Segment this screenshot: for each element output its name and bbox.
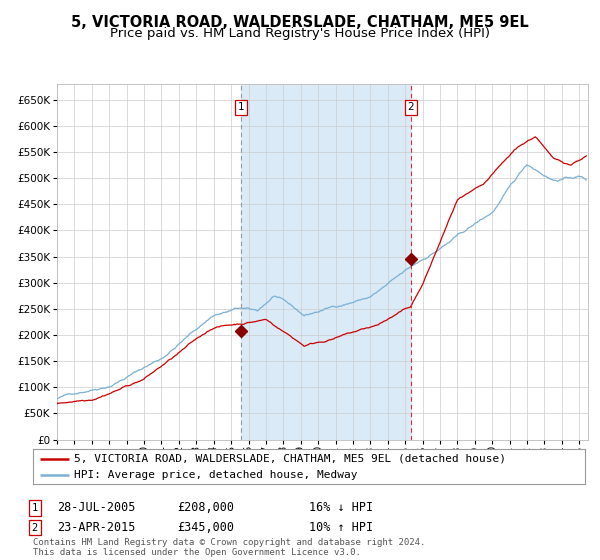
Text: 5, VICTORIA ROAD, WALDERSLADE, CHATHAM, ME5 9EL: 5, VICTORIA ROAD, WALDERSLADE, CHATHAM, … [71, 15, 529, 30]
Text: 1: 1 [238, 102, 244, 112]
Text: 2: 2 [407, 102, 414, 112]
Text: HPI: Average price, detached house, Medway: HPI: Average price, detached house, Medw… [74, 470, 358, 480]
Text: 10% ↑ HPI: 10% ↑ HPI [309, 521, 373, 534]
Text: 1: 1 [32, 503, 38, 513]
Text: 23-APR-2015: 23-APR-2015 [57, 521, 136, 534]
Text: £208,000: £208,000 [177, 501, 234, 515]
Text: Contains HM Land Registry data © Crown copyright and database right 2024.
This d: Contains HM Land Registry data © Crown c… [33, 538, 425, 557]
Bar [241, 84, 410, 440]
Text: 16% ↓ HPI: 16% ↓ HPI [309, 501, 373, 515]
Text: Price paid vs. HM Land Registry's House Price Index (HPI): Price paid vs. HM Land Registry's House … [110, 27, 490, 40]
Text: 28-JUL-2005: 28-JUL-2005 [57, 501, 136, 515]
Text: 2: 2 [32, 522, 38, 533]
Text: 5, VICTORIA ROAD, WALDERSLADE, CHATHAM, ME5 9EL (detached house): 5, VICTORIA ROAD, WALDERSLADE, CHATHAM, … [74, 454, 506, 464]
Text: £345,000: £345,000 [177, 521, 234, 534]
